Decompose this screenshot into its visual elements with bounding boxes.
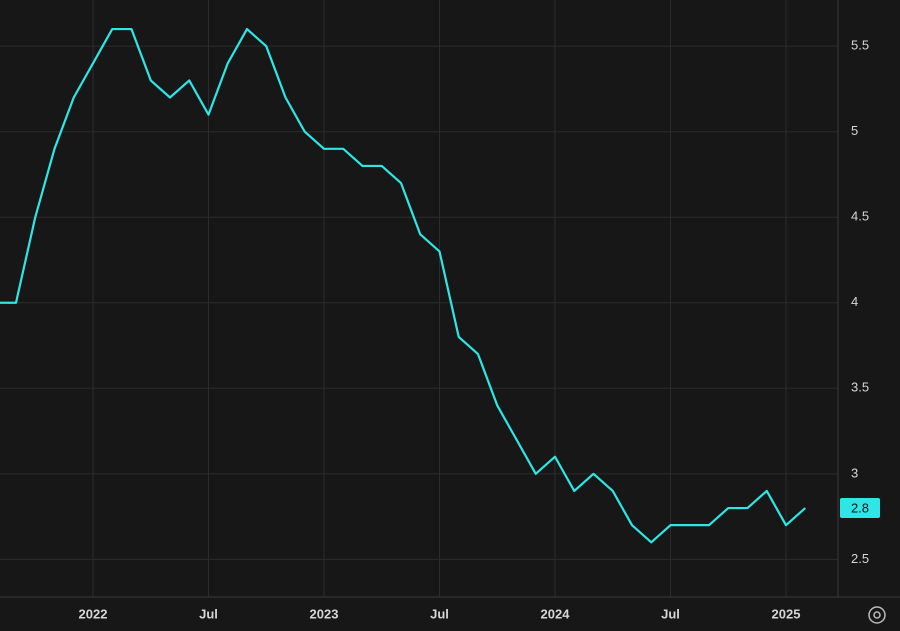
y-tick-label: 5: [851, 123, 858, 138]
y-tick-label: 3: [851, 465, 858, 480]
settings-gear[interactable]: [868, 606, 886, 624]
x-tick-label: Jul: [661, 606, 680, 621]
y-tick-label: 5.5: [851, 38, 869, 53]
x-tick-label: 2023: [310, 606, 339, 621]
settings-center[interactable]: [873, 611, 881, 619]
last-value-badge: [840, 498, 880, 519]
y-tick-label: 4: [851, 294, 858, 309]
y-tick-label: 3.5: [851, 380, 869, 395]
last-value-label: 2.8: [851, 500, 869, 515]
y-tick-label: 2.5: [851, 551, 869, 566]
x-tick-label: 2024: [541, 606, 571, 621]
x-tick-label: Jul: [199, 606, 218, 621]
grid: [0, 0, 838, 597]
y-tick-label: 4.5: [851, 209, 869, 224]
line: [0, 27, 806, 544]
x-tick-label: 2022: [79, 606, 108, 621]
settings-icon[interactable]: [868, 606, 886, 624]
x-tick-label: Jul: [430, 606, 449, 621]
x-tick-label: 2025: [772, 606, 801, 621]
